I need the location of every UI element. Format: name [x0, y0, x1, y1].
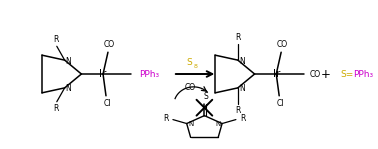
Text: N: N	[239, 57, 245, 66]
Text: R: R	[163, 114, 169, 123]
Text: +: +	[321, 67, 330, 80]
Text: Ir: Ir	[99, 69, 107, 79]
Text: 8: 8	[194, 64, 197, 69]
Text: N: N	[188, 121, 193, 127]
Text: CO: CO	[310, 69, 321, 79]
Text: Cl: Cl	[103, 99, 111, 108]
Text: N: N	[66, 84, 71, 93]
Text: PPh₃: PPh₃	[139, 69, 160, 79]
Text: Ir: Ir	[273, 69, 280, 79]
Text: R: R	[235, 106, 240, 115]
Text: R: R	[53, 104, 59, 113]
Text: S: S	[187, 58, 192, 67]
Text: N: N	[66, 57, 71, 66]
Text: S: S	[203, 92, 208, 101]
Text: PPh₃: PPh₃	[353, 69, 373, 79]
Text: Cl: Cl	[276, 99, 284, 108]
Text: R: R	[235, 33, 240, 42]
Text: N: N	[239, 84, 245, 93]
Text: CO: CO	[103, 40, 115, 49]
Text: N: N	[215, 121, 221, 127]
Text: R: R	[240, 114, 245, 123]
Text: CO: CO	[277, 40, 288, 49]
Text: R: R	[53, 35, 59, 44]
Text: CO: CO	[185, 83, 196, 92]
Text: S=: S=	[340, 69, 353, 79]
